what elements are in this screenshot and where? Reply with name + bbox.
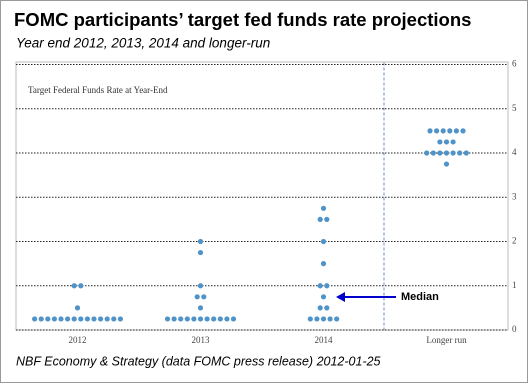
y-tick-label: 6 <box>512 59 517 69</box>
dot <box>447 128 453 134</box>
dot <box>324 216 330 222</box>
dot <box>164 316 171 322</box>
dot <box>171 316 177 322</box>
y-tick-label: 2 <box>512 236 517 246</box>
dot <box>71 283 77 289</box>
dot <box>334 316 340 322</box>
dot <box>320 294 327 300</box>
dot <box>324 305 330 311</box>
y-tick-label: 1 <box>512 280 517 290</box>
dot <box>324 283 330 289</box>
dot <box>317 305 323 311</box>
dot <box>460 128 466 134</box>
dot <box>197 283 204 289</box>
dot <box>51 316 58 322</box>
dot <box>104 316 110 322</box>
dot <box>450 139 456 145</box>
dot <box>98 316 104 322</box>
dot <box>74 305 81 311</box>
dot <box>201 294 207 300</box>
dot <box>427 128 433 134</box>
dot <box>197 305 204 311</box>
dot <box>117 316 123 322</box>
dot <box>194 294 200 300</box>
dot <box>38 316 44 322</box>
dot <box>440 128 446 134</box>
dot <box>443 139 450 145</box>
dot <box>224 316 230 322</box>
x-tick-label: 2013 <box>192 335 211 345</box>
dot <box>437 150 443 156</box>
x-tick-label: 2014 <box>315 335 334 345</box>
dot <box>84 316 90 322</box>
dot <box>45 316 51 322</box>
dot <box>65 316 71 322</box>
x-tick-label: Longer run <box>426 335 467 345</box>
y-tick-label: 3 <box>512 191 517 201</box>
dot <box>320 261 327 267</box>
dot <box>463 150 469 156</box>
dot <box>320 205 327 211</box>
dot <box>31 316 38 322</box>
plot: 0 1 2 3 4 5 6 2012 2013 2014 Longer run <box>16 59 517 345</box>
dot <box>434 128 440 134</box>
dot <box>430 150 436 156</box>
dot <box>230 316 237 322</box>
dot <box>78 316 84 322</box>
y-tick-label: 0 <box>512 324 517 334</box>
dot <box>453 128 459 134</box>
dot <box>71 316 77 322</box>
dot <box>197 316 204 322</box>
source: NBF Economy & Strategy (data FOMC press … <box>16 354 381 368</box>
dot <box>320 316 327 322</box>
dot <box>184 316 190 322</box>
dot <box>437 139 443 145</box>
dot <box>197 238 204 245</box>
dot <box>443 161 450 167</box>
dot <box>91 316 97 322</box>
chart-title: FOMC participants’ target fed funds rate… <box>14 9 471 30</box>
dot <box>443 150 450 156</box>
dot <box>450 150 456 156</box>
x-tick-label: 2012 <box>69 335 87 345</box>
dot <box>197 249 204 256</box>
dot <box>424 150 430 156</box>
dot <box>58 316 64 322</box>
dot <box>317 216 323 222</box>
dot <box>191 316 197 322</box>
dot <box>78 283 84 289</box>
dot <box>307 316 313 322</box>
dot <box>314 316 320 322</box>
dot <box>327 316 333 322</box>
inner-label: Target Federal Funds Rate at Year-End <box>28 85 168 95</box>
dot <box>211 316 217 322</box>
dot <box>320 238 327 245</box>
dot <box>317 283 323 289</box>
chart-subtitle: Year end 2012, 2013, 2014 and longer-run <box>16 36 270 51</box>
dot <box>111 316 117 322</box>
median-arrowhead <box>336 292 345 302</box>
y-tick-label: 5 <box>512 103 517 113</box>
dot <box>204 316 210 322</box>
median-label: Median <box>401 291 439 303</box>
dot <box>457 150 463 156</box>
dot <box>178 316 184 322</box>
dot <box>217 316 223 322</box>
y-tick-label: 4 <box>512 147 517 157</box>
